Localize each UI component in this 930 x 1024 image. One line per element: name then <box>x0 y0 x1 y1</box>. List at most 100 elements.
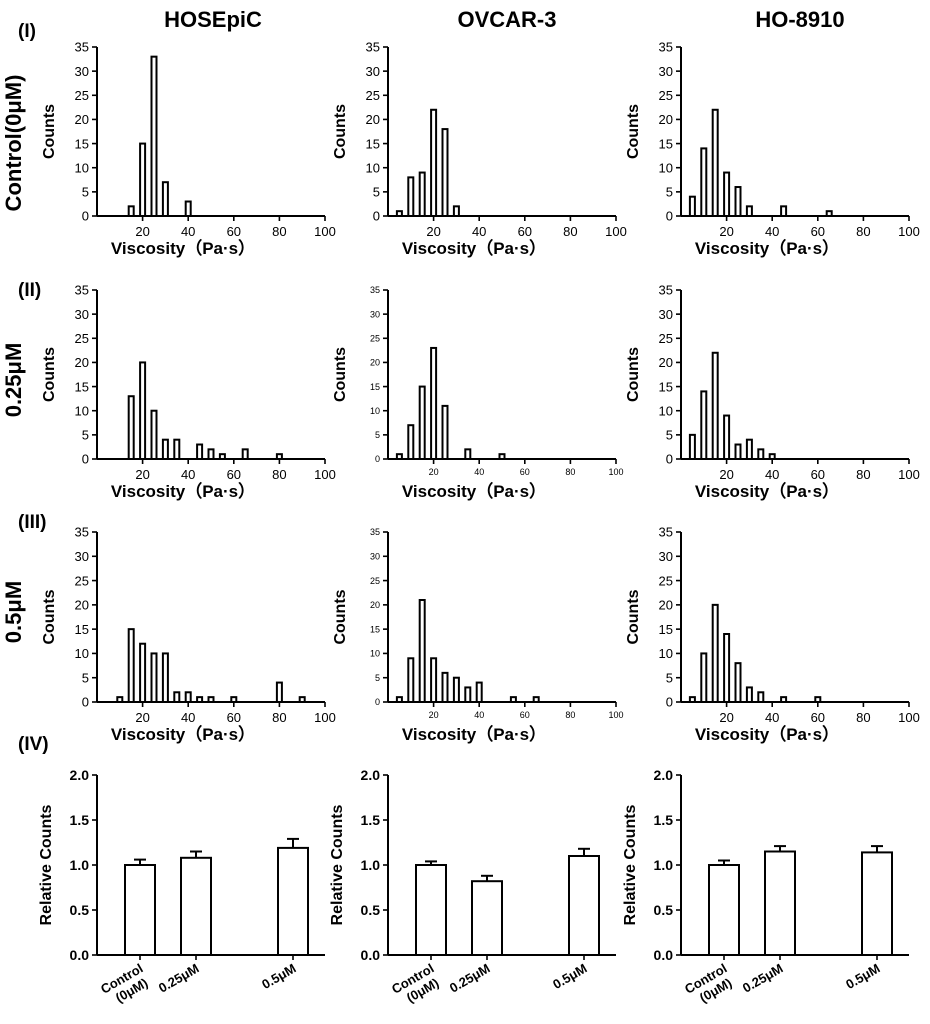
bar <box>780 205 788 217</box>
x-tick-label: 80 <box>272 224 286 239</box>
category-label-line: 0.25μM <box>740 961 786 996</box>
category-label: 0.5μM <box>259 961 298 992</box>
y-tick-label: 35 <box>75 283 89 298</box>
y-tick-label: 30 <box>659 549 673 564</box>
x-axis-label: Viscosity（Pa·s） <box>111 238 255 258</box>
bar <box>418 599 426 703</box>
column-title-ovcar3: OVCAR-3 <box>457 7 556 32</box>
bar <box>452 676 460 704</box>
y-tick-label: 15 <box>370 624 380 634</box>
category-label-line: 0.5μM <box>259 961 298 992</box>
y-tick-label: 30 <box>659 64 673 79</box>
x-tick-label: 80 <box>856 710 870 725</box>
x-tick-label: 100 <box>314 467 336 482</box>
y-tick-label: 25 <box>659 573 673 588</box>
bar <box>688 696 696 704</box>
category-label: 0.25μM <box>740 961 786 996</box>
x-axis-label: Viscosity（Pa·s） <box>695 238 839 258</box>
x-tick-label: 80 <box>272 467 286 482</box>
bar <box>509 696 517 704</box>
row-marker-iv: (IV) <box>18 734 49 755</box>
y-tick-label: 15 <box>370 382 380 392</box>
x-tick-label: 80 <box>563 224 577 239</box>
x-tick-label: 60 <box>227 224 241 239</box>
bar <box>745 205 753 217</box>
bar <box>532 696 540 704</box>
bar <box>441 128 449 217</box>
bar <box>764 850 796 956</box>
x-tick-label: 20 <box>429 467 439 477</box>
y-tick-label: 2.0 <box>70 767 90 783</box>
x-tick-label: 20 <box>719 224 733 239</box>
category-label-line: 0.25μM <box>156 961 202 996</box>
y-tick-label: 15 <box>659 136 673 151</box>
bar <box>150 55 158 217</box>
category-label: 0.5μM <box>843 961 882 992</box>
bar <box>708 864 740 956</box>
y-tick-label: 5 <box>375 673 380 683</box>
y-axis-label: Relative Counts <box>38 804 55 925</box>
x-tick-label: 20 <box>719 710 733 725</box>
y-tick-label: 15 <box>366 136 380 151</box>
bar <box>768 453 776 460</box>
y-tick-label: 5 <box>82 185 89 200</box>
y-tick-label: 25 <box>366 88 380 103</box>
bar <box>700 390 708 460</box>
bar <box>218 453 226 460</box>
y-tick-label: 0 <box>375 697 380 707</box>
y-tick-label: 0 <box>373 209 380 224</box>
histogram-iii-hosepic: 0 5 10 15 20 25 30 35 20 40 60 80 100 Viscosity（Pa·s）… <box>41 525 336 744</box>
bar <box>723 414 731 460</box>
y-tick-label: 5 <box>373 185 380 200</box>
x-axis-label: Viscosity（Pa·s） <box>111 481 255 501</box>
category-label-line: 0.25μM <box>447 961 493 996</box>
y-tick-label: 10 <box>659 160 673 175</box>
x-tick-label: 40 <box>181 710 195 725</box>
y-tick-label: 0 <box>666 452 673 467</box>
bar <box>711 603 719 703</box>
y-tick-label: 30 <box>659 307 673 322</box>
y-tick-label: 0 <box>666 209 673 224</box>
y-tick-label: 1.5 <box>70 812 90 828</box>
y-axis-label: Counts <box>625 104 642 159</box>
summary-chart-iv-hosepic: 0.0 0.5 1.0 1.5 2.0 Control(0μM) 0.25μM 0.5μM Re… <box>38 767 325 1010</box>
y-tick-label: 15 <box>659 379 673 394</box>
bar <box>430 657 438 703</box>
y-tick-label: 0.5 <box>361 902 381 918</box>
x-tick-label: 100 <box>314 224 336 239</box>
category-label: Control(0μM) <box>389 961 444 1010</box>
y-tick-label: 2.0 <box>361 767 381 783</box>
bar <box>498 453 506 460</box>
bar <box>825 210 833 218</box>
y-tick-label: 0 <box>666 695 673 710</box>
y-axis-label: Relative Counts <box>622 804 639 925</box>
x-tick-label: 100 <box>314 710 336 725</box>
row-label-025: 0.25μM <box>1 343 26 418</box>
bar <box>184 200 192 217</box>
category-label: Control(0μM) <box>98 961 153 1010</box>
x-tick-label: 100 <box>608 710 623 720</box>
bar <box>196 696 204 704</box>
x-tick-label: 60 <box>811 710 825 725</box>
row-marker-iii: (III) <box>18 512 47 533</box>
y-tick-label: 1.5 <box>361 812 381 828</box>
y-tick-label: 10 <box>659 403 673 418</box>
bar <box>757 448 765 461</box>
category-label-line: 0.5μM <box>550 961 589 992</box>
y-tick-label: 20 <box>366 112 380 127</box>
x-tick-label: 20 <box>135 224 149 239</box>
y-tick-label: 10 <box>366 160 380 175</box>
bar <box>275 453 283 460</box>
y-axis-label: Counts <box>625 347 642 402</box>
y-tick-label: 2.0 <box>654 767 674 783</box>
bar <box>430 108 438 217</box>
bar <box>161 438 169 460</box>
bar <box>734 662 742 704</box>
y-axis-label: Counts <box>41 347 58 402</box>
bar <box>173 691 181 703</box>
y-tick-label: 0.5 <box>70 902 90 918</box>
x-tick-label: 40 <box>472 224 486 239</box>
y-tick-label: 35 <box>659 525 673 540</box>
y-tick-label: 10 <box>659 646 673 661</box>
